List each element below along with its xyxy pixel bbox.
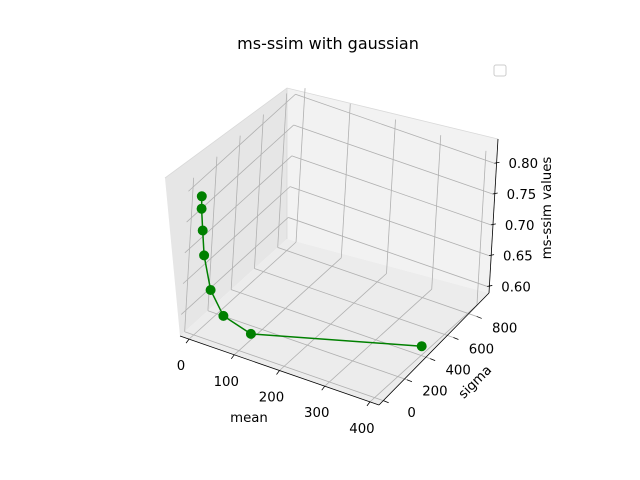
data-series xyxy=(196,191,427,352)
data-point xyxy=(245,328,256,339)
tick-labels: 0 100 200 300 400 0 200 400 600 800 0.60 0.65 0.70 0.… xyxy=(177,157,538,437)
y-gridline-floor xyxy=(254,268,454,338)
y-gridline-floor xyxy=(231,289,431,359)
y-gridline-wall xyxy=(184,177,195,332)
z-gridline-side xyxy=(182,186,291,284)
x-tick-label: 0 xyxy=(177,359,185,374)
y-gridline-wall xyxy=(254,114,264,269)
x-tick xyxy=(276,370,280,375)
z-tick-label: 0.60 xyxy=(501,280,531,295)
chart-title: ms-ssim with gaussian xyxy=(237,34,419,53)
y-tick-label: 800 xyxy=(492,321,517,336)
x-gridline-wall xyxy=(476,150,487,305)
y-tick-label: 600 xyxy=(469,343,494,358)
y-axis-line xyxy=(378,292,490,406)
x-tick-label: 400 xyxy=(349,422,374,437)
x-gridline-wall xyxy=(386,119,396,274)
grid-lines xyxy=(180,88,495,403)
axis-panes xyxy=(164,87,499,405)
z-gridline-back xyxy=(291,155,491,226)
y-tick xyxy=(476,316,482,319)
y-tick-label: 400 xyxy=(445,364,470,379)
x-axis-label: mean xyxy=(230,411,268,426)
y-tick-label: 0 xyxy=(407,406,415,421)
y-tick xyxy=(406,379,413,383)
y-tick-label: 200 xyxy=(422,385,447,400)
z-gridline-back xyxy=(289,186,490,257)
x-tick xyxy=(230,354,235,360)
x-tick-label: 100 xyxy=(214,375,239,390)
z-tick-label: 0.65 xyxy=(503,250,533,265)
y-gridline-wall xyxy=(230,135,241,290)
z-axis-label: ms-ssim values xyxy=(540,157,555,260)
z-axis-line xyxy=(488,138,499,294)
pane-left-wall xyxy=(165,88,287,336)
data-point xyxy=(218,310,229,321)
data-point xyxy=(199,250,210,261)
data-point xyxy=(197,225,208,236)
z-gridline-side xyxy=(180,217,289,315)
x-tick-label: 200 xyxy=(259,391,284,406)
z-gridline-back xyxy=(288,217,488,287)
data-point xyxy=(205,285,216,295)
x-gridline-floor xyxy=(324,288,432,387)
z-tick-label: 0.80 xyxy=(508,157,538,172)
z-gridline-back xyxy=(293,124,493,195)
y-tick xyxy=(453,337,459,340)
data-point xyxy=(196,191,207,202)
z-gridline-back xyxy=(295,93,495,164)
z-tick xyxy=(494,161,500,164)
x-tick xyxy=(366,401,371,407)
z-tick-label: 0.70 xyxy=(505,219,535,234)
y-gridline-floor xyxy=(207,310,408,381)
y-gridline-floor xyxy=(277,247,477,317)
legend-box xyxy=(493,64,507,77)
x-gridline-floor xyxy=(369,304,478,403)
y-tick xyxy=(430,358,436,361)
tick-marks xyxy=(185,161,500,407)
data-point xyxy=(416,341,427,352)
x-gridline-wall xyxy=(431,135,442,290)
z-tick-label: 0.75 xyxy=(507,188,537,203)
y-tick xyxy=(383,400,389,404)
z-tick xyxy=(488,254,495,257)
y-gridline-wall xyxy=(277,93,288,248)
x-gridline-floor xyxy=(279,273,387,371)
x-tick xyxy=(321,385,326,391)
z-tick xyxy=(490,223,496,226)
x-gridline-wall xyxy=(295,88,306,243)
x-tick xyxy=(185,338,190,344)
x-tick-label: 300 xyxy=(304,406,329,421)
z-tick xyxy=(492,192,498,195)
z-gridline-side xyxy=(188,93,296,192)
x-gridline-wall xyxy=(340,103,351,258)
x-gridline-floor xyxy=(188,241,297,340)
data-point xyxy=(196,203,207,214)
z-tick xyxy=(487,285,493,287)
y-gridline-floor xyxy=(184,331,384,402)
